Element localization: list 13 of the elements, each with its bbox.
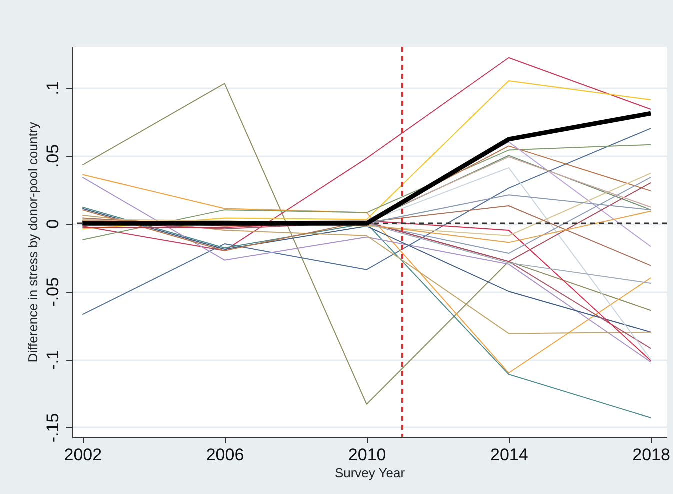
x-tick-label: 2014 (490, 446, 528, 464)
y-tick-label: 0 (44, 219, 62, 229)
x-tick-label: 2006 (206, 446, 244, 464)
x-tick-label: 2018 (632, 446, 670, 464)
x-tick-label: 2002 (64, 446, 102, 464)
y-tick-label: -.1 (44, 350, 62, 370)
y-axis-title: Difference in stress by donor-pool country (26, 122, 40, 363)
y-tick-label: -.05 (44, 277, 62, 307)
y-tick-label: -.15 (44, 413, 62, 443)
x-axis-title: Survey Year (334, 466, 406, 480)
y-tick-label: .1 (44, 81, 62, 96)
x-tick-label: 2010 (348, 446, 386, 464)
y-tick-label: .05 (44, 144, 62, 168)
